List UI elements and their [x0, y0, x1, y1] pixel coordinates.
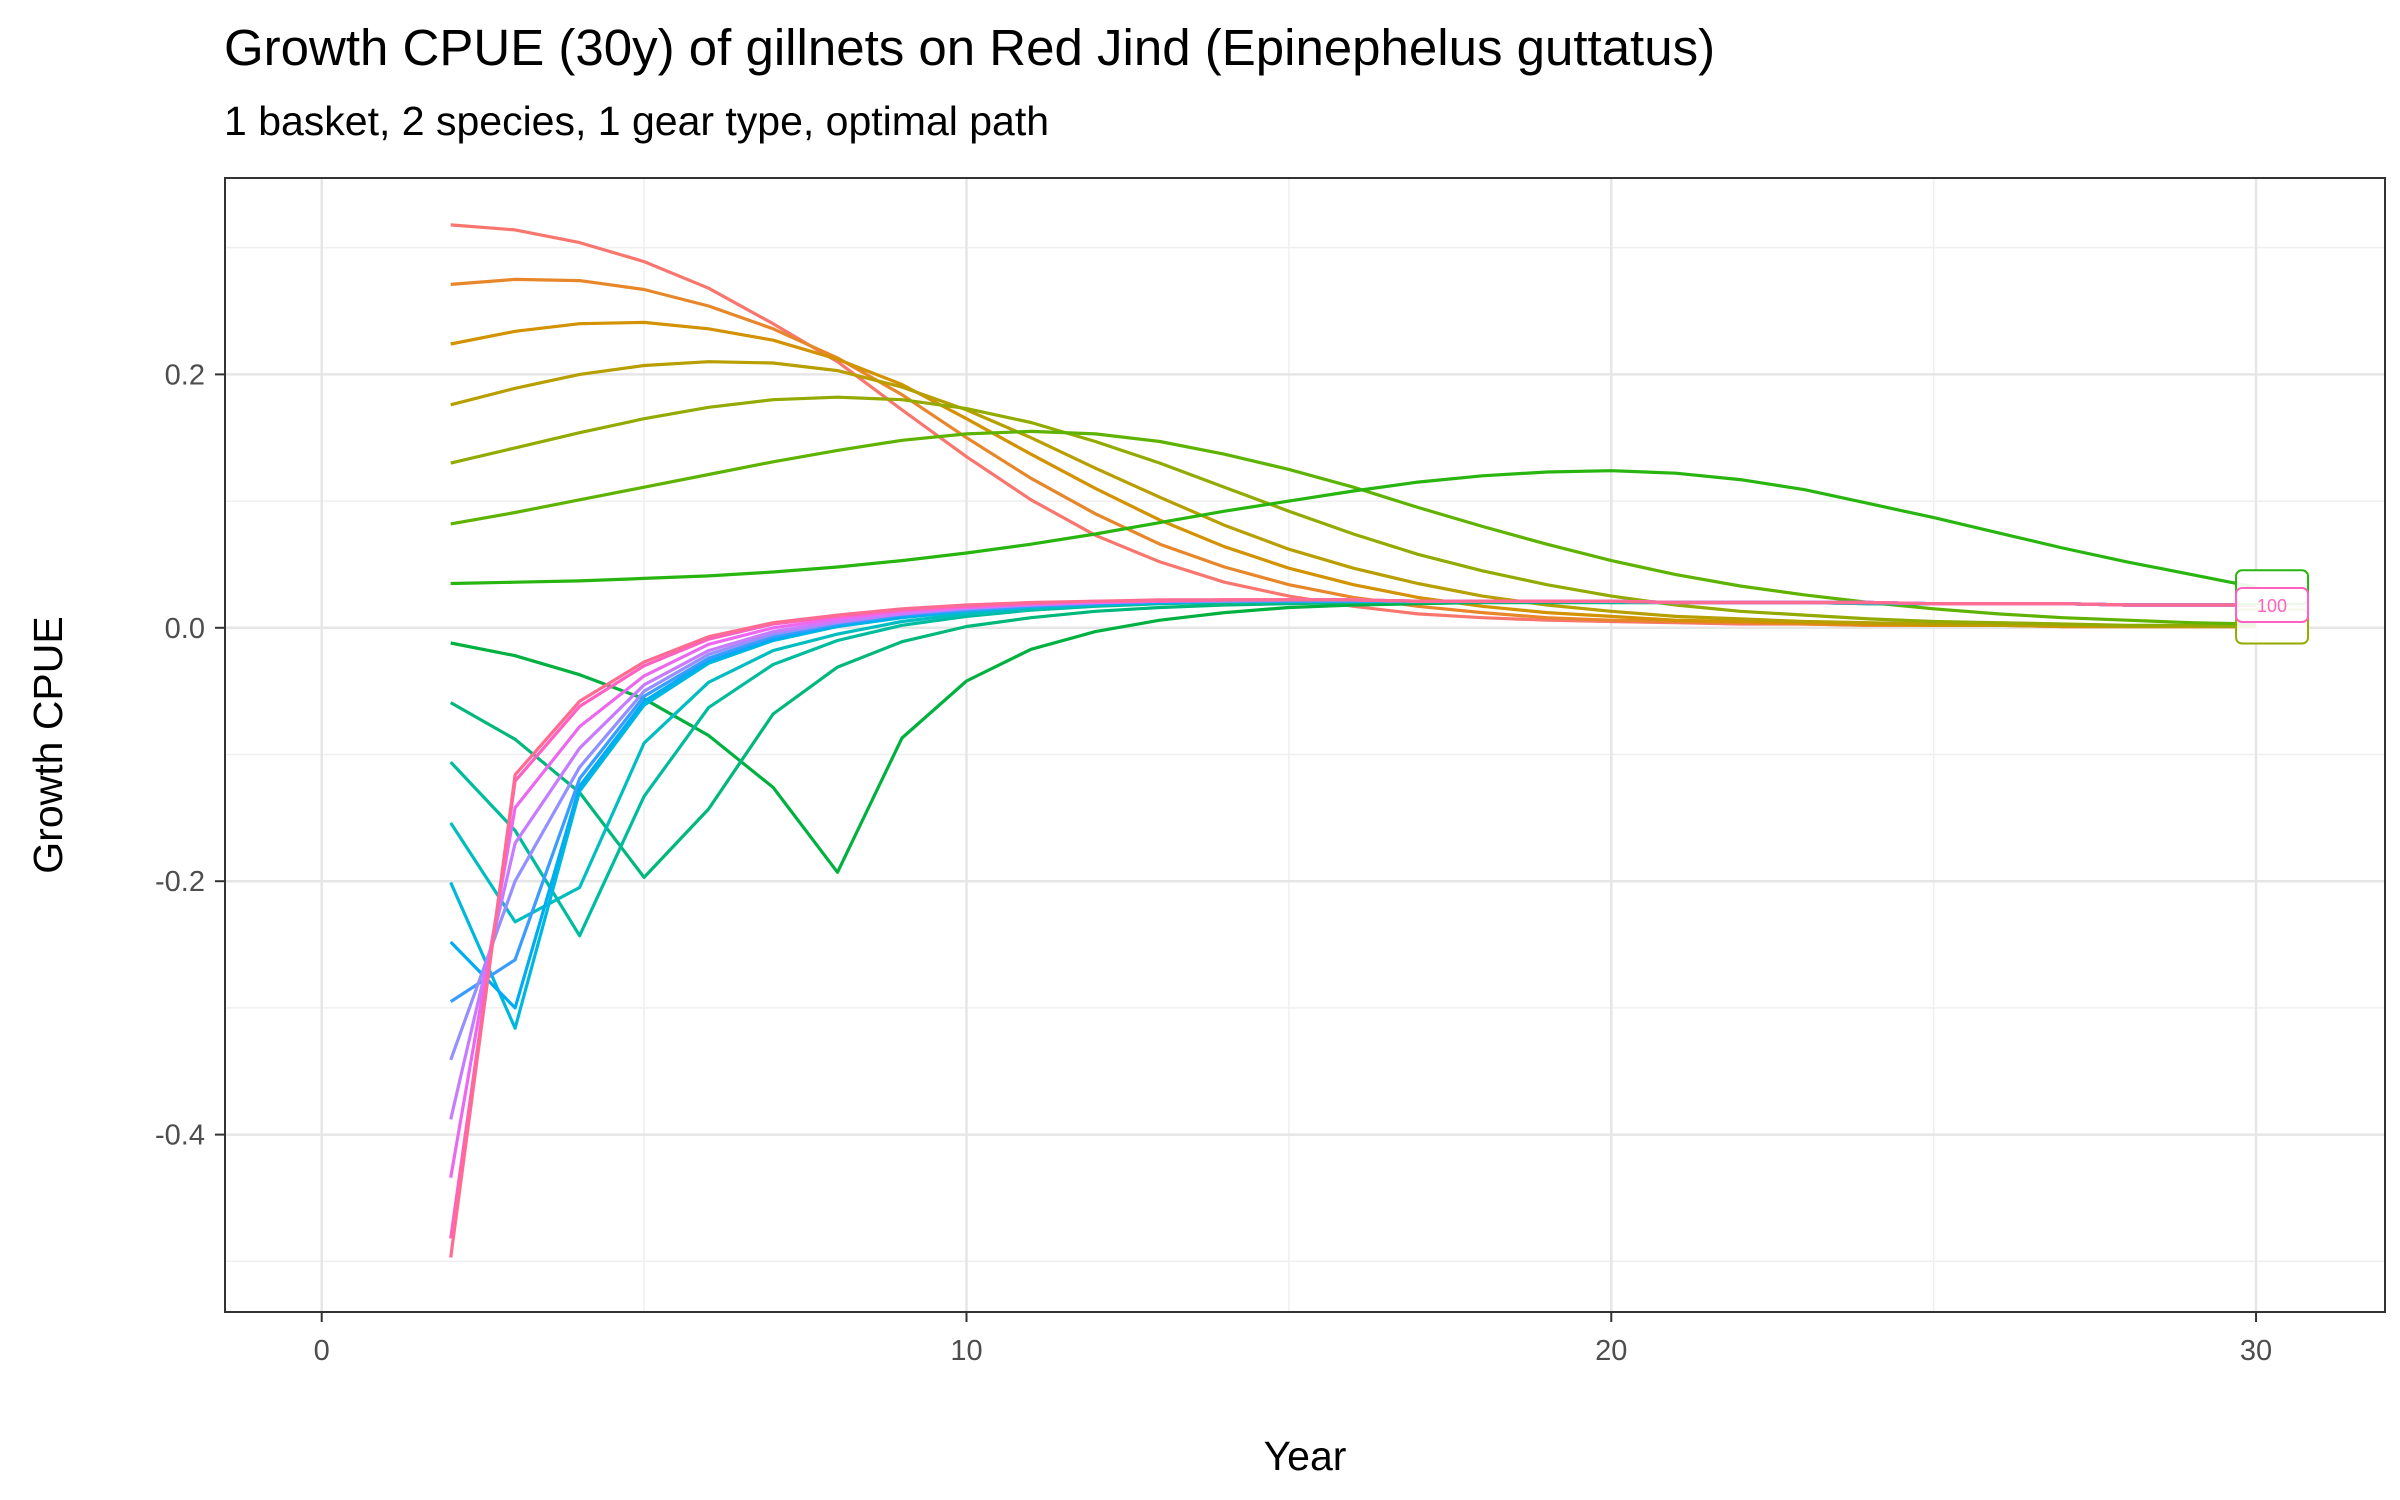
- series-line-5: [450, 395, 2257, 629]
- end-label-text: 100: [2257, 596, 2287, 616]
- series-line-18: [449, 598, 2256, 1239]
- series-line-16: [449, 598, 2256, 1120]
- panel-border: [224, 177, 2386, 1313]
- series-line-14: [449, 599, 2256, 1003]
- y-tick-label: -0.2: [155, 866, 205, 898]
- y-tick-label: 0.0: [165, 613, 205, 645]
- chart-title: Growth CPUE (30y) of gillnets on Red Jin…: [224, 19, 1716, 76]
- series-line-15: [449, 598, 2256, 1061]
- y-tick-label: -0.4: [155, 1120, 205, 1152]
- series-line-8: [450, 600, 2256, 874]
- series-line-12: [449, 599, 2256, 1030]
- x-axis-title: Year: [1264, 1433, 1347, 1479]
- series-line-3: [450, 320, 2256, 629]
- series-line-13: [449, 599, 2256, 1010]
- series-line-19: [449, 598, 2256, 1258]
- series-line-17: [449, 598, 2256, 1178]
- series-line-1: [450, 223, 2256, 629]
- series-line-4: [450, 360, 2256, 629]
- end-labels: 100: [2235, 569, 2310, 645]
- end-label-box: [2235, 586, 2310, 623]
- y-tick-label: 0.2: [165, 359, 205, 391]
- axes: 0 10 20 30 -0.4 -0.2 0.0 0.2: [155, 359, 2272, 1367]
- x-tick-label: 10: [950, 1335, 982, 1367]
- x-tick-label: 0: [314, 1335, 330, 1367]
- chart-subtitle: 1 basket, 2 species, 1 gear type, optima…: [224, 98, 1050, 144]
- grid: [225, 178, 2385, 1312]
- end-label: 100: [2235, 586, 2310, 623]
- x-tick-label: 30: [2240, 1335, 2272, 1367]
- series-line-9: [449, 600, 2256, 880]
- series-line-6: [450, 429, 2257, 626]
- series-lines: [449, 223, 2257, 1258]
- y-axis-title: Growth CPUE: [25, 616, 71, 873]
- series-line-7: [450, 469, 2257, 589]
- x-tick-label: 20: [1595, 1335, 1627, 1367]
